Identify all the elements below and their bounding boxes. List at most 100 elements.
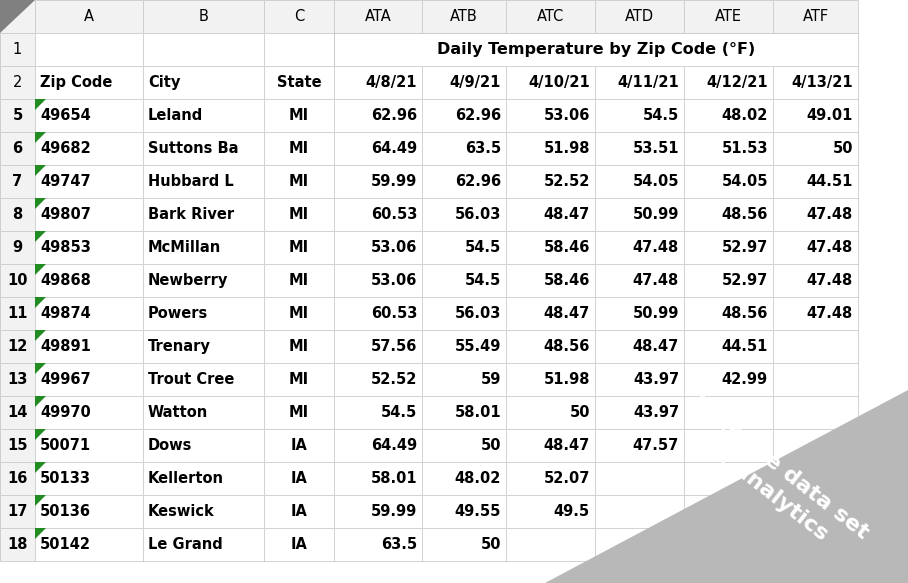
Text: 49.55: 49.55	[455, 504, 501, 519]
Bar	[422, 462, 506, 495]
Bar	[684, 330, 773, 363]
Bar	[0, 99, 35, 132]
Text: 48.56: 48.56	[544, 339, 590, 354]
Bar	[334, 429, 422, 462]
Bar	[334, 99, 422, 132]
Bar	[506, 264, 595, 297]
Text: 64.49: 64.49	[370, 438, 417, 453]
Bar	[684, 528, 773, 561]
Bar	[595, 363, 684, 396]
Bar	[684, 231, 773, 264]
Bar	[684, 297, 773, 330]
Bar	[264, 396, 334, 429]
Bar	[506, 396, 595, 429]
Bar	[264, 99, 334, 132]
Text: 55.49: 55.49	[455, 339, 501, 354]
Text: 53.06: 53.06	[370, 273, 417, 288]
Text: 54.5: 54.5	[465, 240, 501, 255]
Bar	[422, 528, 506, 561]
Bar	[773, 462, 858, 495]
Bar	[143, 99, 264, 132]
Text: 53.51: 53.51	[633, 141, 679, 156]
Bar	[334, 0, 422, 33]
Bar	[334, 99, 422, 132]
Bar	[143, 165, 264, 198]
Text: 16: 16	[7, 471, 27, 486]
Text: 1: 1	[13, 42, 22, 57]
Bar	[35, 363, 143, 396]
Text: 43.97: 43.97	[633, 372, 679, 387]
Bar	[0, 66, 35, 99]
Text: 54.5: 54.5	[380, 405, 417, 420]
Bar	[143, 231, 264, 264]
Text: 58.46: 58.46	[544, 240, 590, 255]
Bar	[0, 396, 35, 429]
Bar	[35, 363, 143, 396]
Bar	[35, 297, 143, 330]
Bar	[35, 99, 143, 132]
Bar	[143, 429, 264, 462]
Bar	[595, 462, 684, 495]
Bar	[143, 462, 264, 495]
Bar	[0, 66, 35, 99]
Text: 4/11/21: 4/11/21	[617, 75, 679, 90]
Bar	[143, 330, 264, 363]
Bar	[595, 231, 684, 264]
Bar	[0, 297, 35, 330]
Bar	[334, 429, 422, 462]
Bar	[264, 0, 334, 33]
Bar	[422, 264, 506, 297]
Bar	[143, 462, 264, 495]
Text: 49807: 49807	[40, 207, 91, 222]
Bar	[0, 132, 35, 165]
Bar	[595, 132, 684, 165]
Bar	[506, 495, 595, 528]
Bar	[35, 462, 143, 495]
Bar	[35, 198, 143, 231]
Bar	[773, 0, 858, 33]
Text: Suttons Ba: Suttons Ba	[148, 141, 239, 156]
Bar	[143, 330, 264, 363]
Text: 63.5: 63.5	[465, 141, 501, 156]
Text: 53.06: 53.06	[370, 240, 417, 255]
Text: 47.48: 47.48	[806, 240, 853, 255]
Bar	[506, 132, 595, 165]
Bar	[264, 330, 334, 363]
Bar	[334, 363, 422, 396]
Bar	[506, 165, 595, 198]
Text: 62.96: 62.96	[455, 174, 501, 189]
Bar	[334, 198, 422, 231]
Bar	[595, 429, 684, 462]
Bar	[506, 66, 595, 99]
Bar	[422, 495, 506, 528]
Bar	[264, 66, 334, 99]
Bar	[422, 198, 506, 231]
Bar	[143, 528, 264, 561]
Text: 50: 50	[480, 438, 501, 453]
Text: 49874: 49874	[40, 306, 91, 321]
Bar	[506, 297, 595, 330]
Bar	[35, 429, 143, 462]
Bar	[334, 132, 422, 165]
Bar	[684, 396, 773, 429]
Bar	[595, 297, 684, 330]
Polygon shape	[0, 0, 35, 33]
Bar	[264, 165, 334, 198]
Bar	[684, 264, 773, 297]
Bar	[422, 231, 506, 264]
Bar	[773, 231, 858, 264]
Bar	[264, 528, 334, 561]
Polygon shape	[35, 528, 46, 539]
Bar	[0, 330, 35, 363]
Text: 4/8/21: 4/8/21	[366, 75, 417, 90]
Text: 12: 12	[7, 339, 27, 354]
Bar	[773, 66, 858, 99]
Text: Trout Cree: Trout Cree	[148, 372, 234, 387]
Text: IA: IA	[291, 504, 308, 519]
Text: ATA: ATA	[365, 9, 391, 24]
Bar	[684, 165, 773, 198]
Bar	[506, 297, 595, 330]
Text: MI: MI	[289, 141, 309, 156]
Text: 13: 13	[7, 372, 27, 387]
Bar	[334, 0, 422, 33]
